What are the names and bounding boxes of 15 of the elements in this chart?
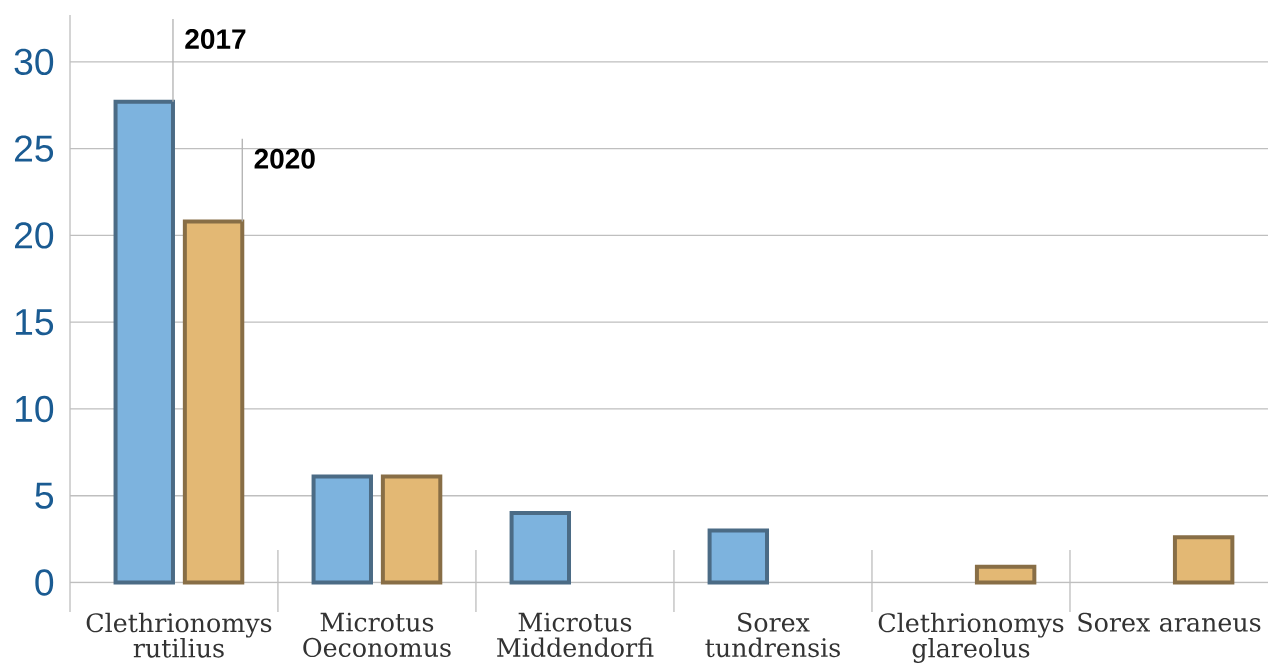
series-label: 2020 — [254, 148, 315, 169]
y-tick-label: 5 — [35, 482, 54, 509]
x-tick-label: Clethrionomys rutilius — [86, 612, 272, 658]
y-tick-label: 15 — [15, 309, 54, 336]
x-tick-label: Sorex tundrensis — [705, 612, 840, 658]
y-tick-label: 10 — [15, 395, 54, 423]
series-label: 2017 — [185, 29, 246, 49]
x-tick-label: Microtus Oeconomus — [303, 612, 451, 658]
x-tick-label: Microtus Middendorfi — [497, 612, 654, 658]
x-tick-label: Sorex araneus — [1078, 612, 1261, 632]
y-tick-label: 25 — [14, 135, 54, 162]
y-tick-label: 20 — [14, 222, 54, 249]
x-tick-label: Clethrionomys glareolus — [878, 612, 1064, 663]
y-tick-label: 0 — [35, 569, 54, 596]
y-tick-label: 30 — [14, 48, 54, 76]
